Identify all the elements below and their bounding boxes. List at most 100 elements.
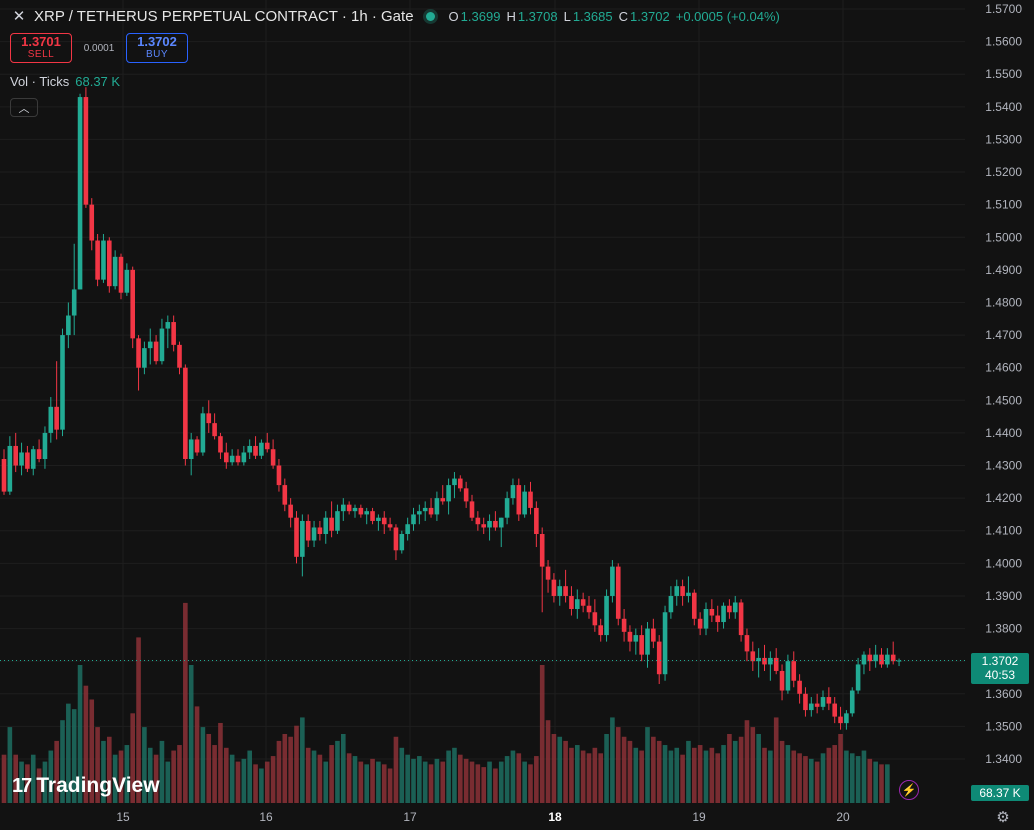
- volume-bar: [621, 736, 627, 803]
- candle-body: [253, 445, 258, 456]
- symbol-title[interactable]: XRP / TETHERUS PERPETUAL CONTRACT · 1h ·…: [34, 7, 414, 25]
- candle-body: [282, 485, 288, 505]
- candle-body: [498, 517, 504, 528]
- candle-body: [13, 445, 18, 466]
- volume-bar: [329, 745, 334, 803]
- price-tick-label: 1.5500: [985, 67, 1022, 81]
- volume-bar: [756, 734, 761, 803]
- buy-price: 1.3702: [137, 34, 177, 49]
- last-price-value: 1.3702: [981, 654, 1019, 668]
- low-value: 1.3685: [572, 8, 613, 24]
- volume-bar: [36, 768, 42, 803]
- candle-body: [680, 586, 685, 596]
- volume-bar: [779, 740, 785, 803]
- tradingview-logo[interactable]: 17 TradingView: [12, 774, 160, 798]
- volume-bar: [481, 767, 486, 803]
- volume-bar: [247, 750, 252, 803]
- volume-bar: [610, 717, 615, 803]
- candle-body: [434, 498, 440, 515]
- candle-body: [112, 256, 118, 287]
- candle-body: [153, 341, 159, 362]
- market-status-icon: [425, 11, 435, 21]
- candle-body: [867, 654, 873, 662]
- price-change: +0.0005 (+0.04%): [675, 8, 780, 24]
- volume-bar: [516, 753, 522, 803]
- chevron-up-icon[interactable]: ︿: [10, 98, 38, 117]
- candle-body: [60, 335, 65, 430]
- price-tick-label: 1.4500: [985, 393, 1022, 407]
- candle-body: [329, 517, 334, 531]
- volume-bar: [235, 761, 241, 803]
- candle-body: [276, 465, 282, 486]
- candle-body: [358, 507, 364, 515]
- candle-body: [563, 586, 568, 596]
- candle-body: [557, 586, 563, 596]
- volume-legend[interactable]: Vol · Ticks 68.37 K: [10, 74, 120, 89]
- candle-body: [422, 507, 428, 512]
- volume-bar: [159, 740, 165, 803]
- candle-body: [270, 449, 276, 466]
- volume-bar: [142, 727, 147, 803]
- volume-bar: [446, 750, 451, 803]
- close-x-icon[interactable]: ✕: [12, 8, 26, 25]
- candle-body: [715, 615, 720, 623]
- volume-axis-label: 68.37 K: [971, 785, 1029, 801]
- candle-body: [346, 504, 352, 512]
- bolt-icon[interactable]: ⚡: [899, 780, 919, 800]
- candle-body: [797, 680, 802, 694]
- gear-icon[interactable]: ⚙: [996, 809, 1010, 826]
- candle-body: [785, 661, 791, 691]
- candle-body: [809, 703, 814, 711]
- candle-body: [101, 240, 106, 280]
- candle-body: [288, 504, 293, 518]
- low-label: L: [563, 8, 571, 24]
- volume-bar: [352, 756, 358, 803]
- candle-body: [481, 524, 486, 528]
- candle-body: [19, 452, 24, 466]
- volume-bar: [206, 734, 212, 803]
- candle-body: [206, 413, 212, 424]
- candlesticks: [1, 87, 902, 730]
- volume-bar: [346, 753, 352, 803]
- volume-bar: [294, 725, 299, 803]
- volume-bar: [797, 753, 802, 803]
- candle-body: [586, 605, 592, 613]
- buy-button[interactable]: 1.3702 BUY: [126, 33, 188, 63]
- price-tick-label: 1.4300: [985, 459, 1022, 473]
- price-tick-label: 1.4700: [985, 328, 1022, 342]
- sell-button[interactable]: 1.3701 SELL: [10, 33, 72, 63]
- candle-body: [575, 599, 580, 609]
- volume-bar: [744, 720, 750, 803]
- countdown-value: 40:53: [984, 668, 1016, 682]
- price-tick-label: 1.5600: [985, 35, 1022, 49]
- candle-body: [405, 524, 410, 534]
- volume-bar: [200, 727, 206, 803]
- volume-bar: [656, 740, 662, 803]
- time-tick-label: 19: [692, 810, 706, 824]
- volume-bar: [259, 768, 264, 803]
- candle-body: [218, 436, 223, 453]
- volume-bar: [697, 745, 703, 803]
- candle-body: [300, 520, 305, 557]
- price-tick-label: 1.3800: [985, 622, 1022, 636]
- candle-body: [311, 527, 317, 541]
- candle-body: [48, 406, 54, 433]
- candle-body: [30, 449, 36, 469]
- volume-bar: [370, 758, 375, 803]
- candle-body: [727, 605, 732, 613]
- volume-bar: [645, 727, 650, 803]
- chart-header: ✕ XRP / TETHERUS PERPETUAL CONTRACT · 1h…: [0, 0, 780, 32]
- volume-bar: [288, 736, 293, 803]
- volume-bar: [826, 747, 832, 803]
- volume-bar: [112, 754, 118, 803]
- price-tick-label: 1.4800: [985, 295, 1022, 309]
- candle-body: [697, 618, 703, 629]
- volume-bar: [809, 758, 814, 803]
- volume-bar: [762, 747, 767, 803]
- candle-body: [130, 269, 135, 339]
- volume-bar: [130, 713, 135, 803]
- trade-panel: 1.3701 SELL 0.0001 1.3702 BUY: [10, 33, 188, 63]
- candle-body: [791, 661, 797, 681]
- candle-body: [768, 657, 773, 665]
